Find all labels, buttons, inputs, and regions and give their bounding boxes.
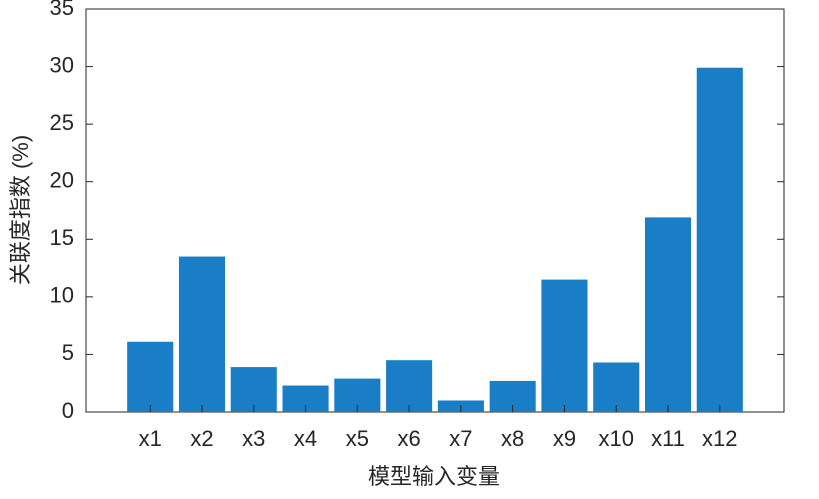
bar: [230, 367, 277, 412]
y-tick-label: 30: [50, 52, 74, 77]
x-tick-label: x10: [598, 426, 633, 451]
x-tick-label: x8: [501, 426, 524, 451]
x-tick-label: x11: [651, 426, 685, 451]
bar: [178, 256, 226, 412]
bar: [644, 217, 692, 412]
y-axis-label: 关联度指数 (%): [8, 135, 33, 285]
x-tick-label: x7: [449, 426, 472, 451]
y-tick-label: 15: [50, 225, 74, 250]
x-tick-label: x6: [397, 426, 420, 451]
bar: [127, 341, 174, 412]
bar: [696, 67, 743, 413]
x-tick-label: x1: [139, 426, 162, 451]
bar: [593, 362, 640, 412]
x-tick-label: x4: [294, 426, 317, 451]
x-tick-label: x9: [553, 426, 576, 451]
y-tick-label: 10: [50, 283, 74, 308]
y-tick-label: 25: [50, 110, 74, 135]
x-tick-label: x2: [190, 426, 213, 451]
y-tick-label: 5: [62, 340, 74, 365]
y-tick-label: 0: [62, 398, 74, 423]
x-tick-label: x3: [242, 426, 265, 451]
x-tick-label: x12: [702, 426, 737, 451]
x-tick-label: x5: [346, 426, 369, 451]
bar: [541, 279, 588, 412]
axes-box: [85, 8, 785, 413]
bar: [386, 360, 433, 412]
y-tick-label: 35: [50, 0, 74, 20]
x-axis-label: 模型输入变量: [368, 464, 500, 489]
y-tick-label: 20: [50, 168, 74, 193]
